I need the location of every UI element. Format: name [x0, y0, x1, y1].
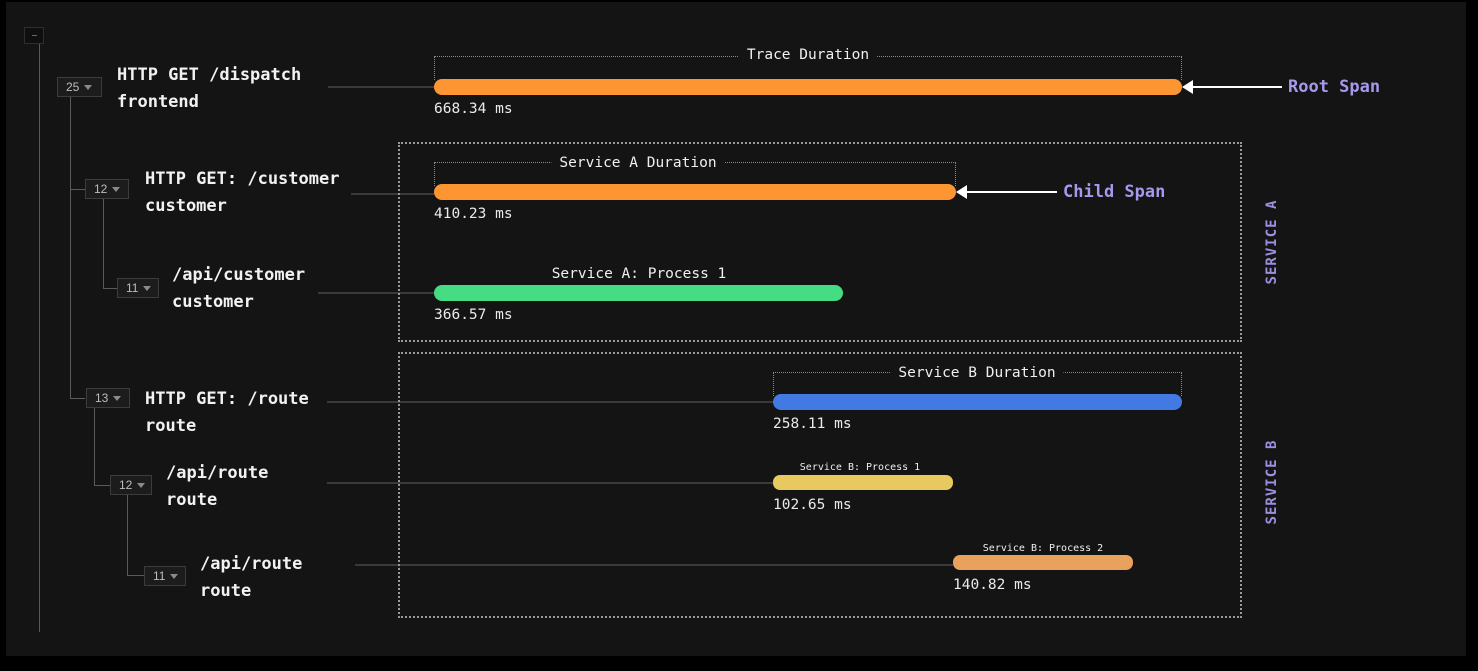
child-count: 25 [66, 80, 80, 94]
service-name: customer [172, 292, 254, 312]
child-count: 13 [95, 391, 109, 405]
service-name: route [145, 416, 197, 436]
span-name[interactable]: HTTP GET: /route [145, 389, 309, 409]
tree-branch [94, 485, 110, 486]
span-name[interactable]: /api/route [166, 463, 269, 483]
tree-branch [70, 189, 85, 190]
row-connector [351, 193, 434, 195]
child-span-callout: Child Span [1063, 182, 1166, 202]
caret-down-icon [112, 186, 121, 192]
span-name[interactable]: /api/route [200, 554, 303, 574]
duration-bracket-label: Service A Duration [551, 154, 725, 172]
caret-down-icon [143, 285, 152, 291]
service-name: customer [145, 196, 227, 216]
row-connector [328, 86, 434, 88]
child-count: 11 [126, 281, 139, 295]
span-duration: 140.82 ms [953, 577, 1032, 593]
caret-down-icon [170, 573, 179, 579]
span-bar-process-b1[interactable] [773, 475, 953, 490]
span-duration: 258.11 ms [773, 416, 852, 432]
span-name[interactable]: HTTP GET /dispatch [117, 65, 302, 85]
span-duration: 102.65 ms [773, 497, 852, 513]
bar-label: Service B: Process 2 [982, 543, 1104, 554]
trace-diagram-panel [6, 2, 1466, 656]
tree-branch [127, 575, 144, 576]
span-bar-service-b[interactable] [773, 394, 1182, 410]
bar-label: Service B: Process 1 [799, 462, 921, 473]
tree-branch [70, 398, 85, 399]
service-name: frontend [117, 92, 199, 112]
duration-bracket-label: Service B Duration [890, 364, 1064, 382]
service-b-group [398, 352, 1242, 618]
service-a-label: SERVICE A [1264, 199, 1280, 285]
child-count: 11 [153, 569, 166, 583]
row-connector [318, 292, 434, 294]
row-connector [327, 482, 773, 484]
service-name: route [166, 490, 218, 510]
duration-bracket-label: Trace Duration [738, 46, 878, 64]
span-bar-process-b2[interactable] [953, 555, 1133, 570]
row-connector [355, 564, 953, 566]
arrow-left-icon [956, 185, 1057, 199]
caret-down-icon [137, 482, 146, 488]
tree-branch [103, 288, 117, 289]
tree-line-level3 [127, 495, 128, 575]
span-duration: 410.23 ms [434, 206, 513, 222]
bar-label: Service A: Process 1 [551, 266, 727, 282]
child-count: 12 [119, 478, 133, 492]
child-count-toggle[interactable]: 11 [117, 278, 159, 298]
tree-line-level2 [94, 408, 95, 485]
child-count-toggle[interactable]: 11 [144, 566, 186, 586]
span-name[interactable]: HTTP GET: /customer [145, 169, 340, 189]
child-count: 12 [94, 182, 108, 196]
caret-down-icon [113, 395, 122, 401]
row-connector [327, 401, 773, 403]
root-span-callout: Root Span [1288, 77, 1381, 97]
tree-line-level2 [103, 199, 104, 288]
child-count-toggle[interactable]: 13 [86, 388, 130, 408]
service-name: route [200, 581, 252, 601]
span-bar-process-a1[interactable] [434, 285, 843, 301]
span-duration: 366.57 ms [434, 307, 513, 323]
child-count-toggle[interactable]: 25 [57, 77, 102, 97]
tree-root-line [39, 44, 40, 632]
tree-line-level1 [70, 97, 71, 398]
service-b-label: SERVICE B [1264, 439, 1280, 525]
arrow-left-icon [1182, 80, 1282, 94]
collapse-all-button[interactable] [24, 27, 44, 44]
span-name[interactable]: /api/customer [172, 265, 306, 285]
child-count-toggle[interactable]: 12 [85, 179, 129, 199]
span-duration: 668.34 ms [434, 101, 513, 117]
span-bar-root[interactable] [434, 79, 1182, 95]
service-a-group [398, 142, 1242, 342]
caret-down-icon [84, 84, 93, 90]
span-bar-service-a[interactable] [434, 184, 956, 200]
child-count-toggle[interactable]: 12 [110, 475, 152, 495]
